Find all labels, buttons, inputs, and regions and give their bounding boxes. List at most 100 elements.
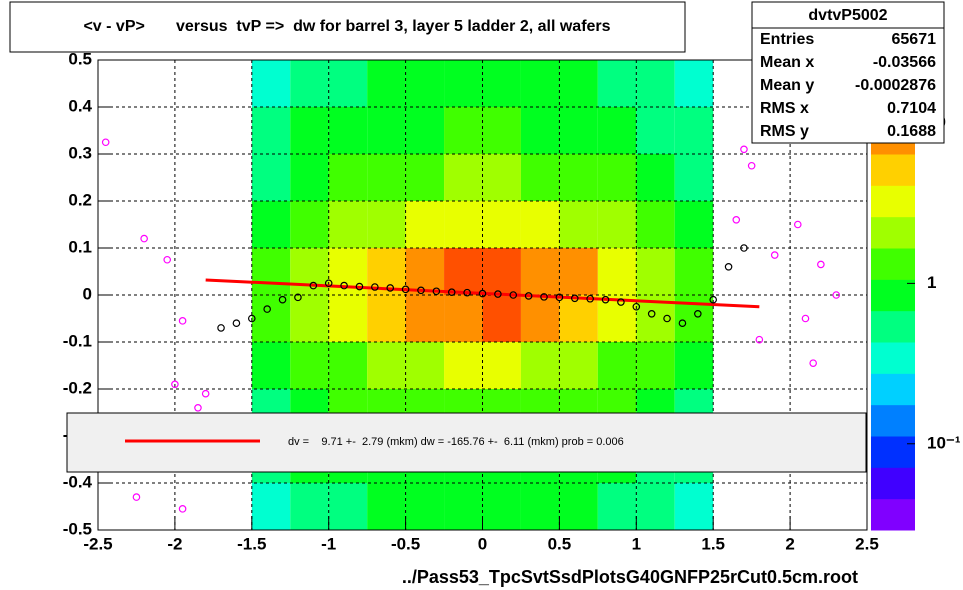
profile-point xyxy=(601,295,610,304)
heat-cell xyxy=(636,248,675,295)
fit-line xyxy=(205,278,760,309)
heat-cell xyxy=(597,60,637,107)
outlier-point xyxy=(194,403,202,412)
z-tick-label: 10⁻¹ xyxy=(927,433,961,452)
x-tick-label: -0.5 xyxy=(391,534,420,553)
palette-swatch xyxy=(871,436,915,468)
palette-swatch xyxy=(871,310,915,343)
x-tick-label: 2 xyxy=(785,534,794,553)
y-tick-label: 0 xyxy=(83,284,92,303)
x-tick-label: -1 xyxy=(321,534,336,553)
heat-cell xyxy=(367,201,406,248)
heat-cell xyxy=(367,154,406,201)
outlier-point xyxy=(817,260,825,269)
heat-cell xyxy=(405,154,445,201)
x-axis-label: ../Pass53_TpcSvtSsdPlotsG40GNFP25rCut0.5… xyxy=(402,567,858,587)
heat-cell xyxy=(444,248,483,295)
x-tick-label: 2.5 xyxy=(855,534,879,553)
heat-cell xyxy=(674,483,714,530)
outlier-point xyxy=(171,380,179,389)
heat-cell xyxy=(597,342,637,389)
y-tick-label: 0.3 xyxy=(68,143,92,162)
y-tick-label: -0.4 xyxy=(63,472,93,491)
profile-point xyxy=(232,319,241,328)
x-tick-label: 0 xyxy=(478,534,487,553)
profile-point xyxy=(540,293,548,301)
heat-cell xyxy=(328,60,368,107)
outlier-point xyxy=(178,505,187,513)
heat-cell xyxy=(290,201,329,248)
heat-cell xyxy=(559,342,598,389)
heat-cell xyxy=(405,295,445,342)
heat-cell xyxy=(559,483,598,530)
heat-cell xyxy=(520,154,560,201)
x-tick-label: 1.5 xyxy=(701,534,725,553)
profile-point xyxy=(509,291,518,299)
palette-swatch xyxy=(871,216,915,249)
x-tick-label: 0.5 xyxy=(548,534,572,553)
outlier-point xyxy=(755,335,764,344)
heat-cell xyxy=(597,248,637,295)
heat-cell xyxy=(520,342,560,389)
y-tick-label: -0.1 xyxy=(63,331,92,350)
heat-cell xyxy=(559,107,598,154)
stats-label: Entries xyxy=(760,31,814,48)
outlier-point xyxy=(793,220,802,229)
stats-value: -0.03566 xyxy=(873,54,936,71)
outlier-point xyxy=(770,251,779,259)
outlier-point xyxy=(101,138,110,147)
stats-value: 0.1688 xyxy=(887,123,936,140)
outlier-point xyxy=(140,234,148,243)
heat-cell xyxy=(520,201,560,248)
heat-cell xyxy=(520,107,560,154)
heat-cell xyxy=(597,154,637,201)
heat-cell xyxy=(290,342,329,389)
y-tick-label: 0.4 xyxy=(68,96,92,115)
heat-cell xyxy=(290,483,329,530)
profile-point xyxy=(371,283,379,291)
profile-point xyxy=(309,281,318,290)
heat-cell xyxy=(559,60,598,107)
outlier-point xyxy=(747,161,756,170)
heat-cell xyxy=(482,483,521,530)
palette-swatch xyxy=(871,373,915,406)
heat-cell xyxy=(636,154,675,201)
profile-point xyxy=(694,309,702,318)
profile-point xyxy=(570,294,579,303)
heat-cell xyxy=(674,201,714,248)
heat-cell xyxy=(444,60,483,107)
heat-cell xyxy=(328,342,368,389)
profile-point xyxy=(709,295,718,304)
heat-cell xyxy=(367,295,406,342)
heat-cell xyxy=(405,342,445,389)
heat-cell xyxy=(367,483,406,530)
outlier-point xyxy=(132,493,141,501)
heat-cell xyxy=(559,201,598,248)
heat-cell xyxy=(367,107,406,154)
stats-name: dvtvP5002 xyxy=(808,7,887,24)
heat-cell xyxy=(674,342,714,389)
heat-cell xyxy=(482,201,521,248)
profile-point xyxy=(340,281,348,290)
outlier-point xyxy=(178,317,187,325)
heat-cell xyxy=(444,295,483,342)
heat-cell xyxy=(520,60,560,107)
heat-cell xyxy=(597,107,637,154)
heat-cell xyxy=(290,60,329,107)
heat-cell xyxy=(520,248,560,295)
heat-cell xyxy=(290,248,329,295)
heat-cell xyxy=(559,154,598,201)
heat-cell xyxy=(482,60,521,107)
profile-point xyxy=(724,262,733,271)
palette-swatch xyxy=(871,498,915,531)
profile-point xyxy=(386,284,395,292)
profile-point xyxy=(263,305,271,313)
outlier-point xyxy=(809,359,817,367)
profile-point xyxy=(432,287,441,296)
heat-cell xyxy=(674,107,714,154)
outlier-point xyxy=(732,216,741,224)
heat-cell xyxy=(674,248,714,295)
outlier-point xyxy=(201,389,210,398)
profile-point xyxy=(324,279,333,288)
